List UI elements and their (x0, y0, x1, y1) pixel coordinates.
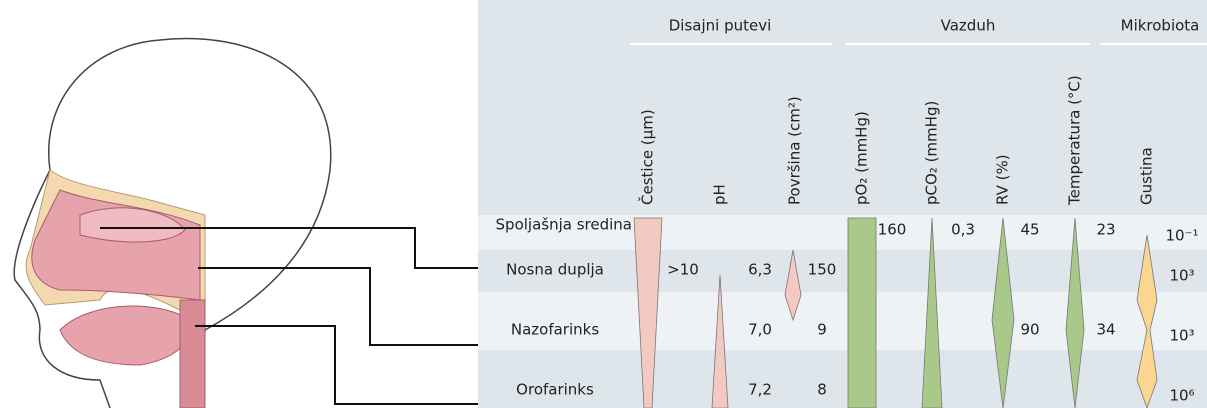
cell-value: 0,3 (951, 221, 975, 239)
cell-value: 10³ (1169, 327, 1194, 345)
group-header: Vazduh (941, 17, 996, 35)
cell-value: 9 (817, 321, 827, 339)
cell-value: 10⁻¹ (1165, 227, 1198, 245)
column-header: RV (%) (994, 154, 1012, 205)
cell-value: 10⁶ (1169, 387, 1194, 405)
row-label: Nazofarinks (511, 321, 599, 339)
column-header: pCO₂ (mmHg) (923, 101, 941, 205)
head-illustration (14, 39, 331, 408)
row-label: Spoljašnja sredina (496, 216, 632, 234)
diagram: Disajni putevi Vazduh Mikrobiota Čestice (µ… (0, 0, 1207, 408)
column-header: pH (711, 184, 729, 205)
cell-value: >10 (667, 261, 699, 279)
header-bg (478, 0, 1207, 215)
leader-line (195, 326, 478, 404)
cell-value: 150 (808, 261, 837, 279)
column-header: Površina (cm²) (786, 96, 804, 205)
column-header: Čestice (µm) (638, 109, 657, 205)
cell-value: 8 (817, 381, 827, 399)
cell-value: 6,3 (748, 261, 772, 279)
row-bg (478, 350, 1207, 408)
group-header: Disajni putevi (669, 17, 772, 35)
cell-value: 7,0 (748, 321, 772, 339)
cell-value: 90 (1020, 321, 1039, 339)
cell-value: 7,2 (748, 381, 772, 399)
column-header: Gustina (1138, 147, 1156, 205)
column-header: Temperatura (°C) (1066, 75, 1084, 206)
cell-value: 160 (878, 221, 907, 239)
row-label: Orofarinks (516, 381, 594, 399)
group-header: Mikrobiota (1121, 17, 1200, 35)
cell-value: 10³ (1169, 267, 1194, 285)
cell-value: 34 (1096, 321, 1115, 339)
cell-value: 45 (1020, 221, 1039, 239)
column-header: pO₂ (mmHg) (853, 111, 871, 205)
row-label: Nosna duplja (506, 261, 604, 279)
cell-value: 23 (1096, 221, 1115, 239)
